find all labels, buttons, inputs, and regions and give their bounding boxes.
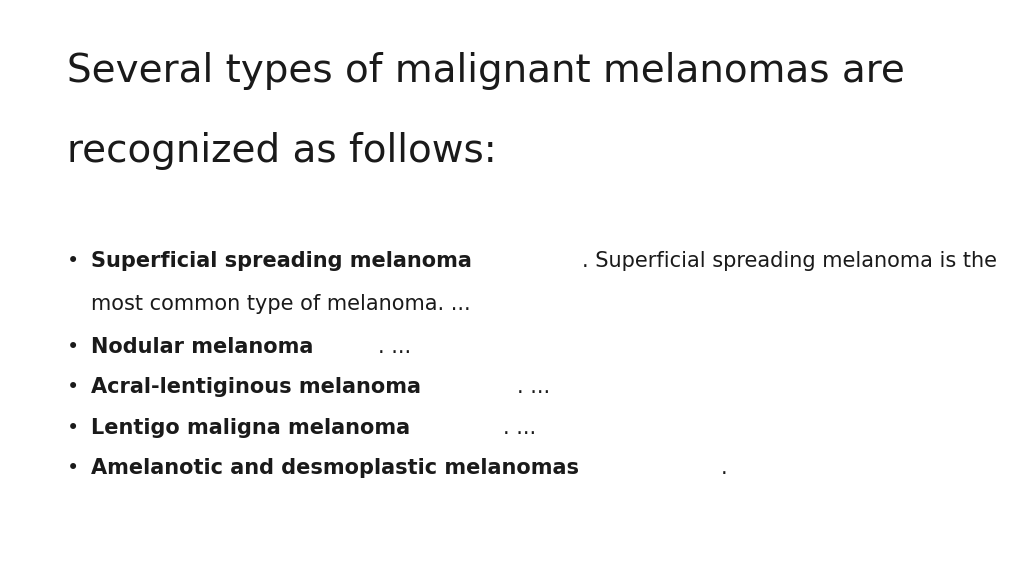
Text: •: • [67, 337, 85, 357]
Text: •: • [67, 251, 85, 271]
Text: •: • [67, 458, 85, 478]
Text: . Superficial spreading melanoma is the: . Superficial spreading melanoma is the [583, 251, 997, 271]
Text: . ...: . ... [517, 377, 550, 397]
Text: Nodular melanoma: Nodular melanoma [91, 337, 313, 357]
Text: Acral-lentiginous melanoma: Acral-lentiginous melanoma [91, 377, 421, 397]
Text: Superficial spreading melanoma: Superficial spreading melanoma [91, 251, 472, 271]
Text: most common type of melanoma. ...: most common type of melanoma. ... [91, 294, 471, 314]
Text: •: • [67, 377, 85, 397]
Text: Amelanotic and desmoplastic melanomas: Amelanotic and desmoplastic melanomas [91, 458, 579, 478]
Text: Several types of malignant melanomas are: Several types of malignant melanomas are [67, 52, 904, 90]
Text: . ...: . ... [378, 337, 411, 357]
Text: Lentigo maligna melanoma: Lentigo maligna melanoma [91, 418, 410, 438]
Text: . ...: . ... [503, 418, 536, 438]
Text: recognized as follows:: recognized as follows: [67, 132, 497, 170]
Text: .: . [721, 458, 727, 478]
Text: •: • [67, 418, 85, 438]
